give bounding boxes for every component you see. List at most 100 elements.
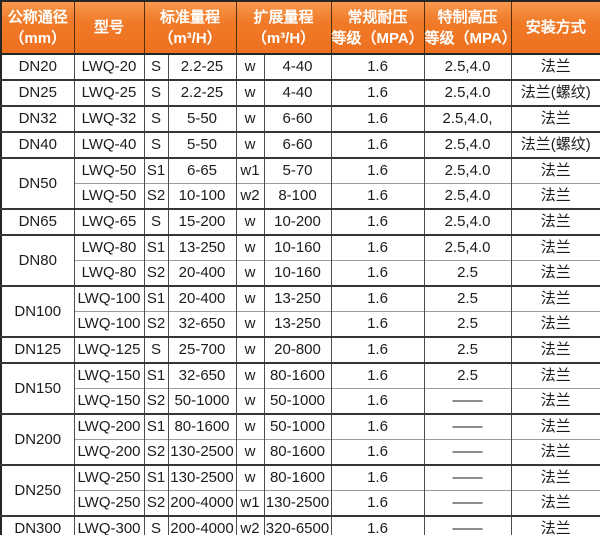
cell-extended-code: w2 <box>235 515 265 535</box>
cell-extended-code: w <box>235 131 265 158</box>
cell-standard-range: 130-2500 <box>167 464 237 491</box>
cell-extended-range: 20-800 <box>263 336 332 363</box>
header-standard-range: 标准量程 （m³/H） <box>143 0 237 55</box>
cell-standard-code: S <box>143 79 169 106</box>
cell-normal-pressure: 1.6 <box>330 388 425 414</box>
cell-special-pressure: 2.5 <box>423 285 512 312</box>
cell-special-pressure: 2.5,4.0 <box>423 53 512 80</box>
table-row: LWQ-100 S2 32-650 w 13-250 1.6 2.5 法兰 <box>1 311 600 337</box>
cell-standard-range: 20-400 <box>167 285 237 312</box>
cell-extended-code: w <box>235 105 265 132</box>
cell-model: LWQ-150 <box>73 388 145 414</box>
cell-standard-range: 5-50 <box>167 105 237 132</box>
cell-extended-range: 80-1600 <box>263 439 332 465</box>
cell-normal-pressure: 1.6 <box>330 413 425 440</box>
cell-installation: 法兰 <box>510 388 600 414</box>
cell-special-pressure: —— <box>423 413 512 440</box>
cell-model: LWQ-20 <box>73 53 145 80</box>
cell-special-pressure: 2.5 <box>423 362 512 389</box>
cell-normal-pressure: 1.6 <box>330 464 425 491</box>
cell-special-pressure: 2.5 <box>423 336 512 363</box>
cell-model: LWQ-65 <box>73 208 145 235</box>
table-row: DN50 LWQ-50 S1 6-65 w1 5-70 1.6 2.5,4.0 法兰 <box>0 157 600 209</box>
cell-installation: 法兰 <box>510 464 600 491</box>
cell-model: LWQ-25 <box>73 79 145 106</box>
cell-extended-range: 80-1600 <box>263 362 332 389</box>
table-row: LWQ-80 S2 20-400 w 10-160 1.6 2.5 法兰 <box>1 260 600 286</box>
table-row: LWQ-150 S2 50-1000 w 50-1000 1.6 —— 法兰 <box>1 388 600 414</box>
cell-installation: 法兰 <box>510 515 600 535</box>
cell-standard-code: S1 <box>143 285 169 312</box>
cell-standard-code: S <box>143 131 169 158</box>
header-special-pressure: 特制高压 等级（MPA） <box>423 0 517 55</box>
cell-extended-range: 13-250 <box>263 285 332 312</box>
cell-extended-code: w <box>235 439 265 465</box>
cell-installation: 法兰 <box>510 234 600 261</box>
cell-extended-code: w1 <box>235 157 265 184</box>
cell-extended-range: 6-60 <box>263 131 332 158</box>
cell-diameter: DN40 <box>0 131 75 158</box>
cell-standard-range: 130-2500 <box>167 439 237 465</box>
cell-extended-code: w <box>235 362 265 389</box>
cell-standard-code: S2 <box>143 260 169 286</box>
cell-installation: 法兰 <box>510 439 600 465</box>
cell-standard-range: 200-4000 <box>167 515 237 535</box>
cell-standard-range: 50-1000 <box>167 388 237 414</box>
cell-installation: 法兰 <box>510 285 600 312</box>
cell-installation: 法兰(螺纹) <box>510 79 600 106</box>
cell-installation: 法兰 <box>510 183 600 209</box>
cell-extended-range: 8-100 <box>263 183 332 209</box>
cell-model: LWQ-250 <box>73 490 145 516</box>
cell-diameter: DN100 <box>0 285 75 337</box>
cell-standard-range: 5-50 <box>167 131 237 158</box>
cell-installation: 法兰 <box>510 260 600 286</box>
table-row: DN40 LWQ-40 S 5-50 w 6-60 1.6 2.5,4.0 法兰(螺纹) <box>0 131 600 158</box>
cell-installation: 法兰 <box>510 53 600 80</box>
cell-model: LWQ-200 <box>73 439 145 465</box>
cell-extended-range: 5-70 <box>263 157 332 184</box>
cell-special-pressure: 2.5,4.0, <box>423 105 512 132</box>
cell-standard-code: S <box>143 208 169 235</box>
cell-model: LWQ-80 <box>73 234 145 261</box>
cell-diameter: DN65 <box>0 208 75 235</box>
cell-standard-code: S1 <box>143 413 169 440</box>
cell-extended-range: 320-6500 <box>263 515 332 535</box>
cell-special-pressure: 2.5 <box>423 260 512 286</box>
cell-normal-pressure: 1.6 <box>330 105 425 132</box>
cell-standard-code: S2 <box>143 183 169 209</box>
cell-installation: 法兰 <box>510 208 600 235</box>
cell-standard-code: S <box>143 105 169 132</box>
cell-extended-range: 6-60 <box>263 105 332 132</box>
cell-model: LWQ-100 <box>73 285 145 312</box>
header-installation: 安装方式 <box>510 0 600 55</box>
cell-extended-code: w <box>235 336 265 363</box>
cell-extended-range: 10-160 <box>263 234 332 261</box>
cell-normal-pressure: 1.6 <box>330 439 425 465</box>
cell-normal-pressure: 1.6 <box>330 285 425 312</box>
cell-diameter: DN200 <box>0 413 75 465</box>
cell-standard-code: S <box>143 336 169 363</box>
cell-installation: 法兰 <box>510 157 600 184</box>
cell-model: LWQ-200 <box>73 413 145 440</box>
cell-extended-range: 10-200 <box>263 208 332 235</box>
cell-extended-code: w <box>235 464 265 491</box>
table-row: DN300 LWQ-300 S 200-4000 w2 320-6500 1.6 —— 法兰 <box>0 515 600 535</box>
cell-special-pressure: —— <box>423 490 512 516</box>
cell-standard-code: S1 <box>143 234 169 261</box>
cell-model: LWQ-32 <box>73 105 145 132</box>
cell-diameter: DN250 <box>0 464 75 516</box>
cell-normal-pressure: 1.6 <box>330 79 425 106</box>
table-row: LWQ-200 S2 130-2500 w 80-1600 1.6 —— 法兰 <box>1 439 600 465</box>
cell-model: LWQ-150 <box>73 362 145 389</box>
cell-extended-range: 4-40 <box>263 53 332 80</box>
cell-special-pressure: —— <box>423 388 512 414</box>
table-row: DN32 LWQ-32 S 5-50 w 6-60 1.6 2.5,4.0, 法兰 <box>0 105 600 132</box>
cell-standard-code: S1 <box>143 464 169 491</box>
cell-special-pressure: 2.5,4.0 <box>423 79 512 106</box>
cell-normal-pressure: 1.6 <box>330 208 425 235</box>
cell-standard-range: 32-650 <box>167 311 237 337</box>
cell-normal-pressure: 1.6 <box>330 362 425 389</box>
cell-diameter: DN125 <box>0 336 75 363</box>
cell-diameter: DN32 <box>0 105 75 132</box>
